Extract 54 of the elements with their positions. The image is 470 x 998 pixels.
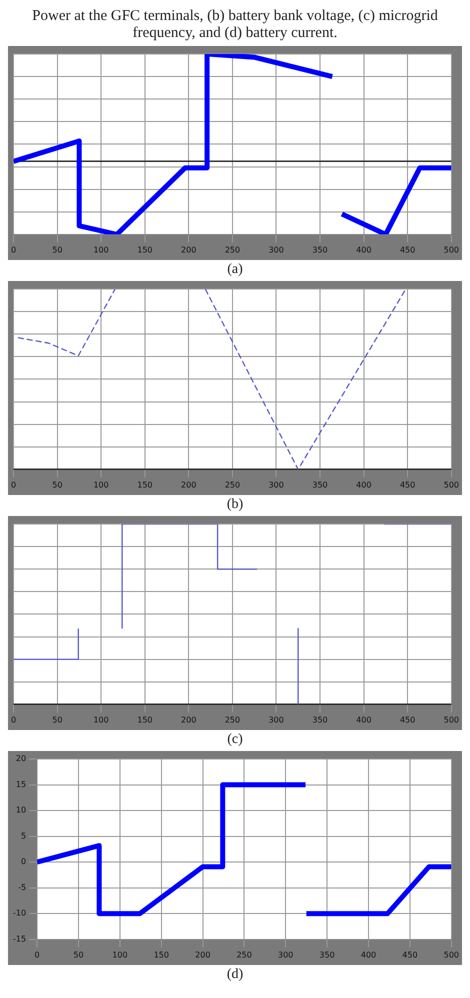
y-tick-label: -5 — [18, 882, 26, 892]
x-axis-title: (c) — [226, 731, 244, 749]
x-tick-label: 100 — [93, 480, 109, 490]
x-tick-label: 500 — [444, 245, 460, 254]
x-tick-label: 350 — [312, 715, 328, 724]
y-tick-label: 0 — [20, 857, 26, 866]
x-tick-label: 250 — [236, 950, 252, 960]
x-tick-label: 350 — [312, 480, 328, 490]
x-tick-label: 450 — [402, 950, 418, 960]
y-tick-label: -15 — [12, 934, 26, 944]
x-tick-label: 250 — [224, 715, 240, 724]
y-tick-label: 15 — [16, 780, 26, 789]
x-tick-label: 100 — [93, 715, 109, 724]
x-tick-label: 0 — [34, 950, 40, 960]
x-tick-label: 300 — [278, 950, 294, 960]
x-tick-label: 500 — [444, 950, 460, 960]
x-tick-label: 450 — [400, 715, 416, 724]
x-tick-label: 200 — [181, 715, 196, 724]
x-tick-label: 500 — [444, 715, 460, 724]
x-axis-title: (a) — [226, 261, 244, 279]
x-tick-label: 200 — [181, 245, 196, 254]
x-tick-label: 300 — [268, 245, 284, 254]
x-tick-label: 100 — [93, 245, 109, 254]
x-tick-label: 150 — [154, 950, 169, 960]
x-tick-label: 400 — [356, 245, 372, 254]
x-tick-label: 50 — [52, 715, 62, 724]
x-tick-label: 150 — [137, 480, 153, 490]
y-tick-label: 10 — [16, 806, 26, 815]
x-tick-label: 500 — [444, 480, 460, 490]
x-tick-label: 100 — [112, 950, 128, 960]
x-tick-label: 200 — [181, 480, 196, 490]
x-tick-label: 50 — [73, 950, 84, 960]
x-tick-label: 350 — [319, 950, 335, 960]
y-tick-label: 20 — [16, 754, 26, 764]
x-tick-label: 250 — [224, 245, 240, 254]
x-tick-label: 400 — [356, 480, 372, 490]
x-tick-label: 50 — [52, 480, 62, 490]
x-tick-label: 400 — [356, 715, 372, 724]
x-tick-label: 200 — [195, 950, 210, 960]
x-tick-label: 450 — [400, 245, 416, 254]
y-tick-label: 5 — [20, 831, 26, 840]
x-axis-title: (d) — [226, 966, 244, 984]
chart-title: Power at the GFC terminals, (b) battery bank voltage, (c) microgrid frequency, and (d) battery current. — [31, 8, 439, 42]
x-tick-label: 50 — [52, 245, 62, 254]
x-tick-label: 300 — [268, 480, 284, 490]
x-axis-title: (b) — [226, 496, 244, 514]
x-tick-label: 350 — [312, 245, 328, 254]
x-tick-label: 400 — [360, 950, 376, 960]
x-tick-label: 150 — [137, 715, 153, 724]
x-tick-label: 300 — [268, 715, 284, 724]
y-tick-label: -10 — [12, 908, 26, 918]
x-tick-label: 250 — [224, 480, 240, 490]
x-tick-label: 450 — [400, 480, 416, 490]
x-tick-label: 150 — [137, 245, 153, 254]
